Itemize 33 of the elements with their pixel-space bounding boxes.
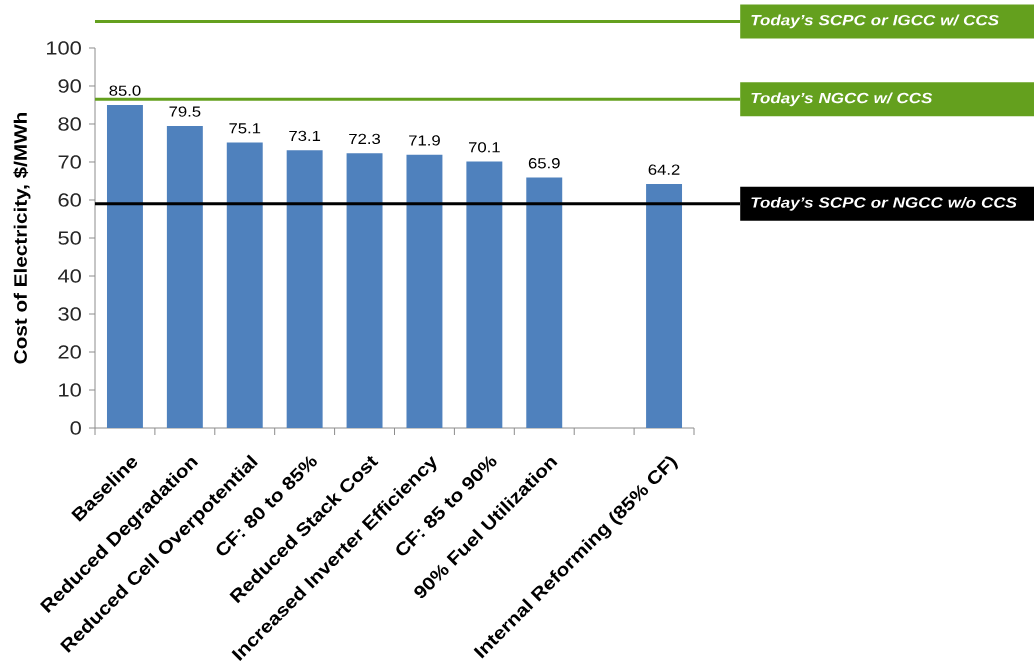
data-label: 72.3	[349, 133, 381, 145]
bar	[106, 105, 143, 428]
y-tick-label: 0	[70, 421, 81, 435]
y-tick-label: 20	[58, 345, 81, 359]
data-label: 71.9	[409, 135, 440, 146]
bar	[466, 161, 503, 428]
y-tick-label: 80	[58, 117, 81, 131]
data-label: 64.2	[648, 164, 680, 175]
bar	[226, 142, 263, 428]
y-axis-title: Cost of Electricity, $/MWh	[13, 112, 31, 364]
ref-line-label: Today’s SCPC or IGCC w/ CCS	[751, 14, 999, 29]
bar	[346, 153, 383, 428]
data-label: 65.9	[528, 158, 560, 169]
y-tick-label: 90	[58, 79, 81, 93]
y-tick-label: 60	[58, 193, 81, 207]
ref-line-label: Today’s NGCC w/ CCS	[751, 92, 933, 107]
bar	[526, 177, 563, 428]
bar	[646, 184, 683, 428]
data-label: 75.1	[229, 123, 261, 134]
y-tick-label: 30	[58, 307, 81, 321]
data-label: 73.1	[289, 130, 321, 142]
data-label: 70.1	[468, 142, 500, 153]
bar	[286, 150, 323, 428]
y-tick-label: 50	[58, 231, 81, 245]
bar	[406, 154, 443, 428]
ref-line-label: Today’s SCPC or NGCC w/o CCS	[751, 196, 1017, 211]
y-tick-label: 70	[58, 155, 81, 169]
data-label: 79.5	[169, 106, 201, 117]
y-tick-label: 10	[59, 383, 81, 397]
y-tick-label: 40	[58, 269, 81, 283]
bar	[166, 125, 203, 428]
y-tick-label: 100	[47, 41, 81, 55]
data-label: 85.0	[109, 85, 141, 96]
